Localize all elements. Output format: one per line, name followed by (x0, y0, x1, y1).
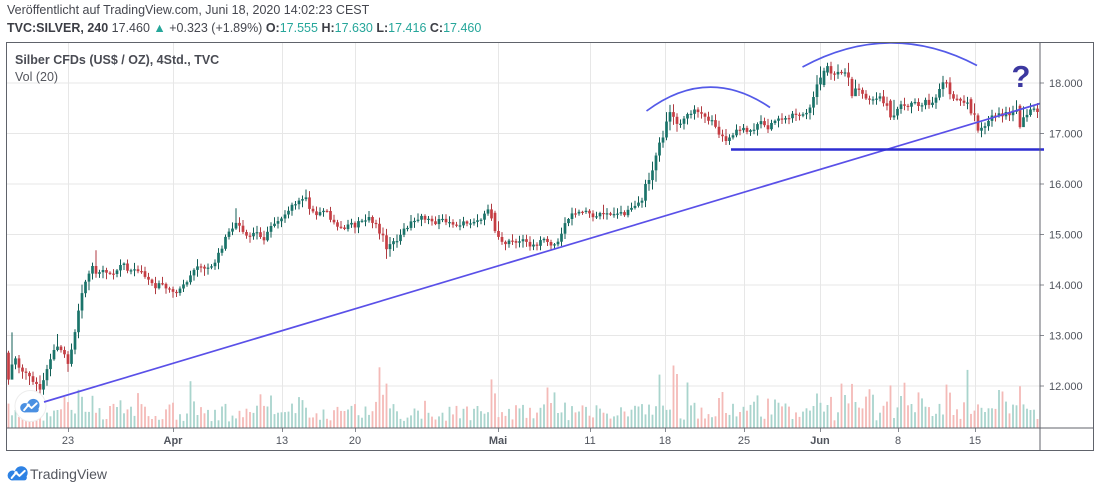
svg-text:18: 18 (659, 435, 671, 447)
svg-text:13.000: 13.000 (1049, 331, 1083, 343)
svg-text:13: 13 (276, 435, 288, 447)
svg-text:11: 11 (584, 435, 595, 447)
svg-text:15.000: 15.000 (1049, 230, 1083, 242)
svg-text:17.000: 17.000 (1049, 129, 1083, 141)
svg-text:14.000: 14.000 (1049, 280, 1083, 292)
svg-text:18.000: 18.000 (1049, 78, 1083, 90)
svg-text:25: 25 (738, 435, 750, 447)
svg-text:Jun: Jun (810, 435, 830, 447)
svg-text:23: 23 (62, 435, 74, 447)
svg-text:15: 15 (969, 435, 981, 447)
svg-text:Apr: Apr (164, 435, 184, 447)
svg-text:8: 8 (895, 435, 901, 447)
svg-text:16.000: 16.000 (1049, 179, 1083, 191)
svg-text:?: ? (1012, 59, 1031, 94)
svg-text:12.000: 12.000 (1049, 381, 1083, 393)
svg-text:20: 20 (349, 435, 361, 447)
svg-text:Mai: Mai (489, 435, 507, 447)
